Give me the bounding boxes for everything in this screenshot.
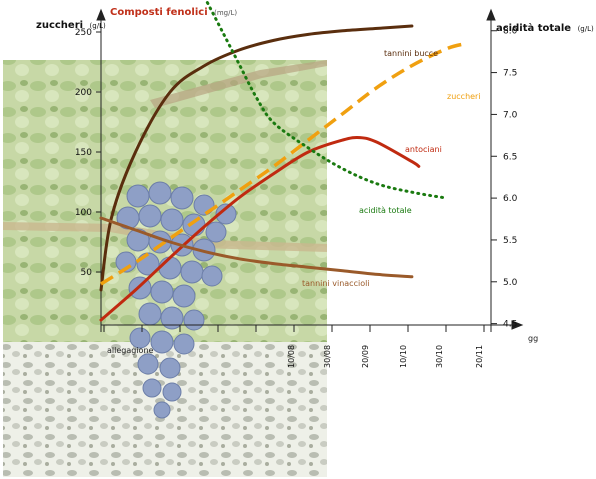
phenolic-axis-title: Composti fenolici (mg/L) (110, 7, 237, 18)
x-axis-arrow (511, 320, 524, 330)
x-date-label: 10/10 (399, 345, 408, 368)
right-tick-label: 5.0 (503, 278, 518, 288)
label-tannini-bucce: tannini bucce (384, 49, 438, 58)
right-tick-label: 7.5 (503, 69, 517, 79)
series-line-0 (99, 24, 414, 292)
label-tannini-vinaccioli: tannini vinaccioli (302, 279, 370, 288)
right-axis-ticks: 4.5 5.0 5.5 6.0 6.5 7.0 7.5 8.0 (491, 27, 518, 330)
label-zuccheri: zuccheri (447, 92, 481, 101)
grape-cluster (115, 181, 237, 419)
series-line-1 (100, 42, 465, 286)
x-date-label: 20/09 (361, 345, 370, 368)
left-tick-label: 100 (75, 208, 92, 218)
left-tick-label: 250 (75, 28, 92, 38)
right-tick-label: 8.0 (503, 27, 518, 37)
right-axis-arrow (486, 8, 496, 21)
right-tick-label: 5.5 (503, 236, 517, 246)
right-tick-label: 6.5 (503, 152, 517, 162)
label-acidita-totale: acidità totale (359, 206, 412, 215)
x-date-label: 30/10 (435, 345, 444, 368)
left-axis-ticks: 50 100 150 200 250 (75, 28, 101, 278)
series-lines (99, 0, 465, 322)
x-date-label: 10/08 (287, 345, 296, 368)
x-axis-origin-label: allegagione (107, 346, 154, 355)
left-axis-arrow (96, 8, 106, 21)
right-tick-label: 4.5 (503, 320, 517, 330)
left-tick-label: 200 (75, 88, 92, 98)
left-axis-title: zuccheri (g/L) (36, 20, 106, 31)
x-axis-unit-label: gg (528, 334, 538, 343)
right-tick-label: 7.0 (503, 110, 518, 120)
label-antociani: antociani (405, 145, 442, 154)
series-line-4 (204, 0, 448, 200)
x-date-label: 30/08 (323, 345, 332, 368)
right-axis-title: acidità totale (g/L) (496, 22, 594, 34)
right-tick-label: 6.0 (503, 194, 518, 204)
series-line-2 (99, 135, 421, 322)
background-photo (3, 60, 327, 477)
axes (96, 8, 524, 332)
left-tick-label: 50 (81, 268, 93, 278)
x-date-label: 20/11 (475, 345, 484, 368)
series-line-3 (99, 216, 414, 279)
left-tick-label: 150 (75, 148, 92, 158)
x-axis-ticks: 10/08 30/08 20/09 10/10 30/10 20/11 (103, 325, 485, 368)
